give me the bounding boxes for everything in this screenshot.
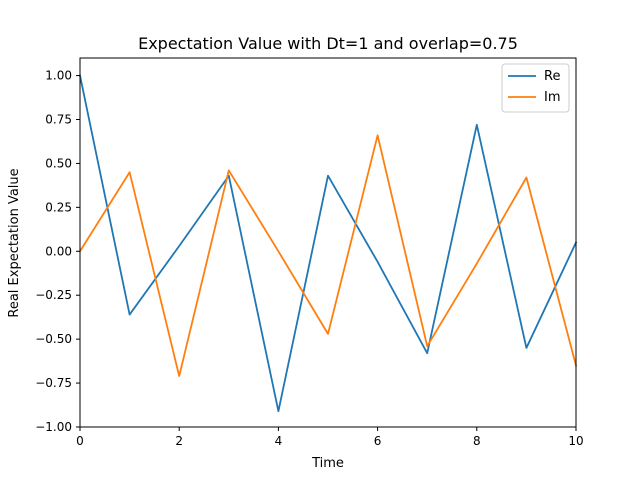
x-tick-label: 4 bbox=[275, 434, 283, 448]
y-tick-label: 0.25 bbox=[45, 200, 72, 214]
legend-label-re: Re bbox=[544, 69, 560, 84]
y-axis-label: Real Expectation Value bbox=[7, 168, 22, 317]
y-tick-label: −0.75 bbox=[35, 376, 72, 390]
y-tick-label: 0.75 bbox=[45, 113, 72, 127]
y-tick-label: −1.00 bbox=[35, 420, 72, 434]
x-tick-label: 0 bbox=[76, 434, 84, 448]
axes-layer: 0 2 4 6 8 10 −1.00 −0.75 −0.50 −0.25 0.00 0.25 0.50 0… bbox=[35, 57, 584, 448]
series-line-re bbox=[78, 74, 578, 413]
series-line-im bbox=[78, 134, 578, 377]
plot-frame bbox=[79, 57, 577, 428]
x-tick-label: 10 bbox=[568, 434, 583, 448]
y-tick-label: 1.00 bbox=[45, 69, 72, 83]
y-tick-label: 0.00 bbox=[45, 244, 72, 258]
series-layer bbox=[78, 74, 578, 413]
y-tick-label: −0.50 bbox=[35, 332, 72, 346]
legend-label-im: Im bbox=[544, 90, 561, 105]
chart-title: Expectation Value with Dt=1 and overlap=… bbox=[138, 34, 518, 53]
y-tick-label: −0.25 bbox=[35, 288, 72, 302]
x-tick-label: 6 bbox=[374, 434, 382, 448]
y-tick-label: 0.50 bbox=[45, 156, 72, 170]
x-axis-label: Time bbox=[311, 456, 344, 471]
legend: Re Im bbox=[501, 63, 570, 113]
x-tick-label: 8 bbox=[473, 434, 481, 448]
x-tick-label: 2 bbox=[175, 434, 183, 448]
